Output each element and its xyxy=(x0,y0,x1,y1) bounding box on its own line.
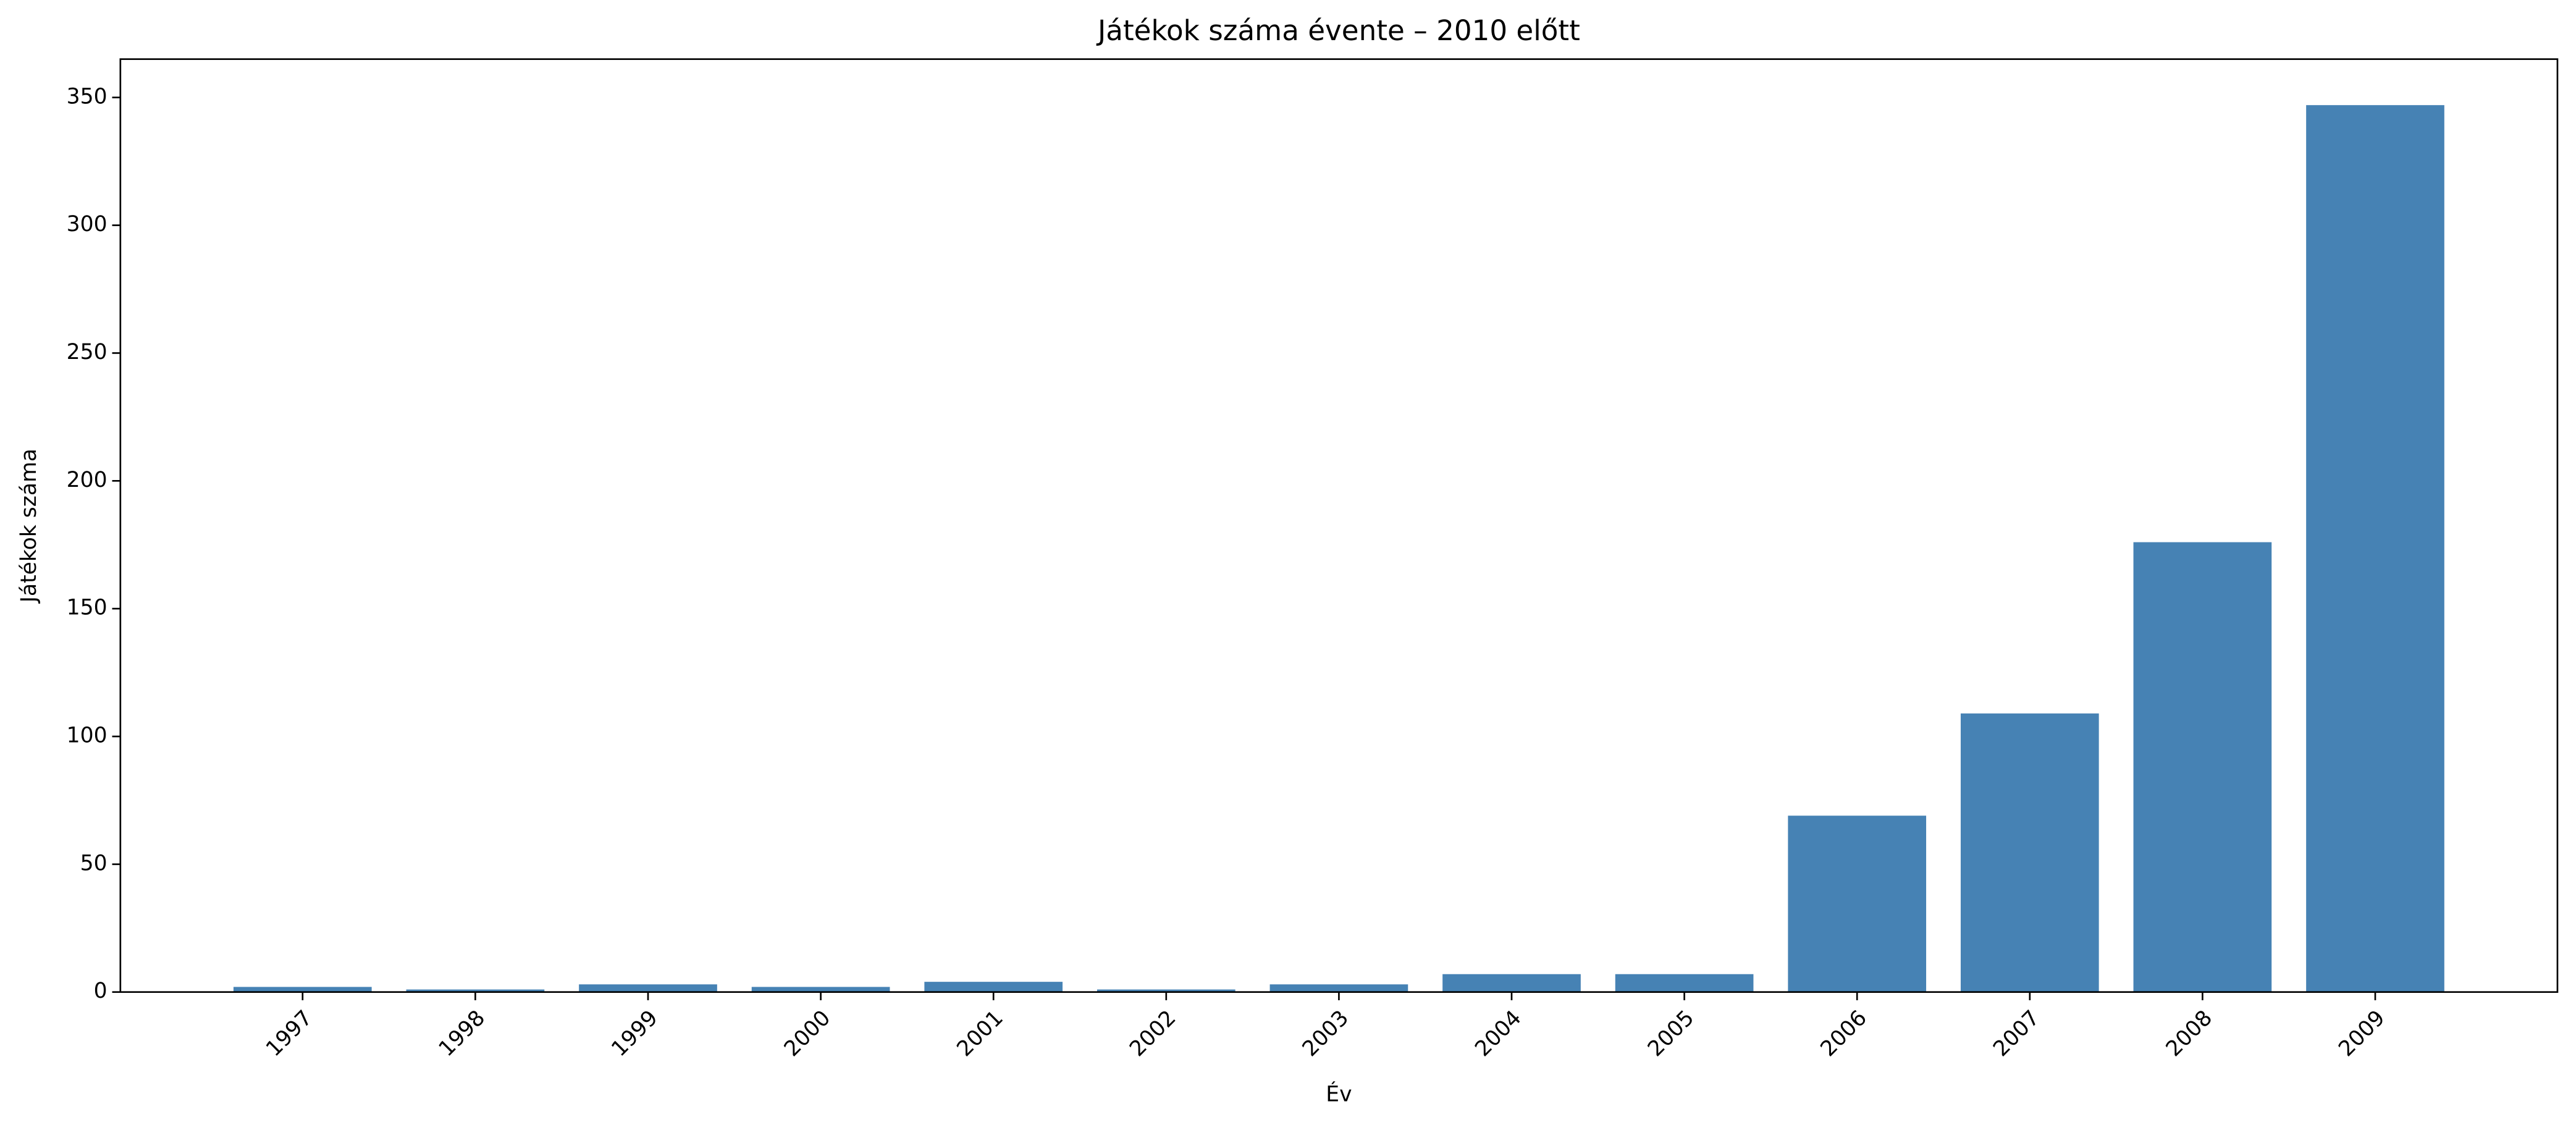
y-tick-label: 150 xyxy=(67,596,107,620)
chart-title: Játékok száma évente – 2010 előtt xyxy=(1096,14,1580,47)
bar xyxy=(233,987,372,992)
y-axis-label: Játékok száma xyxy=(17,449,41,604)
y-tick-label: 300 xyxy=(67,212,107,237)
bar xyxy=(1788,816,1927,992)
y-tick-label: 100 xyxy=(67,723,107,748)
bar xyxy=(1615,974,1754,992)
y-tick-label: 350 xyxy=(67,84,107,109)
y-tick-label: 0 xyxy=(94,979,107,1003)
y-tick-label: 200 xyxy=(67,468,107,492)
bar xyxy=(1960,713,2099,992)
bar xyxy=(751,987,890,992)
y-tick-label: 250 xyxy=(67,340,107,365)
bar xyxy=(924,982,1063,992)
plot-frame xyxy=(119,58,2559,993)
bar xyxy=(2306,105,2444,992)
bar xyxy=(406,989,545,992)
y-tick-label: 50 xyxy=(80,851,107,875)
bar xyxy=(2133,542,2272,992)
x-axis-label: Év xyxy=(1326,1082,1352,1107)
bar xyxy=(1269,984,1408,992)
bar xyxy=(579,984,717,992)
bar xyxy=(1442,974,1581,992)
bar xyxy=(1096,989,1235,992)
